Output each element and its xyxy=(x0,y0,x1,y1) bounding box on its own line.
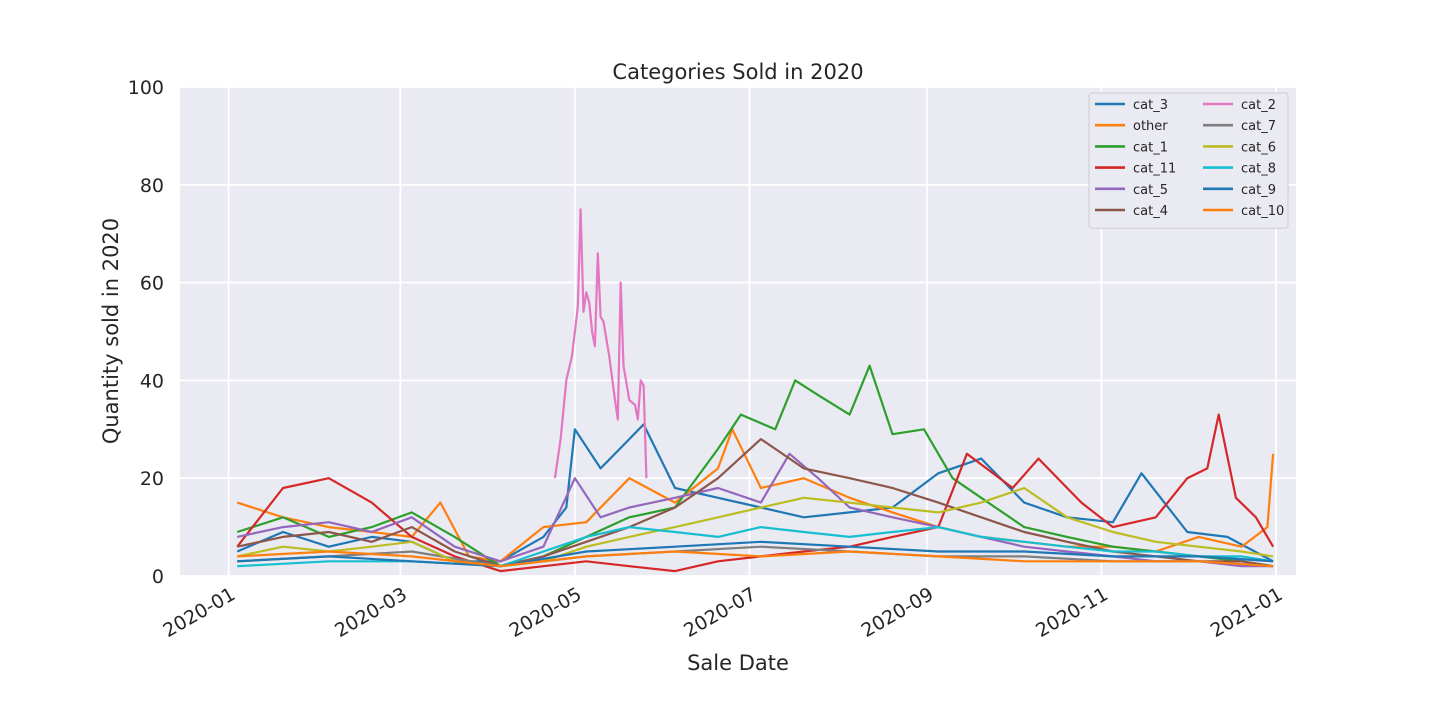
series-layer xyxy=(236,208,1275,573)
y-axis-label: Quantity sold in 2020 xyxy=(99,218,123,444)
legend-label: cat_11 xyxy=(1133,162,1176,177)
y-tick-label: 40 xyxy=(140,370,164,392)
y-tick-label: 0 xyxy=(152,566,164,588)
legend-label: cat_5 xyxy=(1133,183,1168,198)
grid xyxy=(180,86,1296,577)
legend-label: cat_9 xyxy=(1241,183,1276,198)
legend-label: cat_4 xyxy=(1133,204,1168,219)
series-line-cat_1 xyxy=(236,364,1274,568)
legend-label: cat_10 xyxy=(1241,204,1284,219)
legend-label: cat_3 xyxy=(1133,98,1168,113)
legend-label: cat_8 xyxy=(1241,162,1276,177)
series-line-cat_6 xyxy=(236,486,1274,568)
x-axis-label: Sale Date xyxy=(687,651,789,675)
legend-box xyxy=(1088,92,1289,229)
series-line-cat_9 xyxy=(237,540,1274,568)
series-line-cat_10 xyxy=(237,550,1274,568)
legend-label: cat_2 xyxy=(1241,98,1276,113)
y-tick-label: 20 xyxy=(140,468,164,490)
legend-label: other xyxy=(1133,119,1168,134)
y-tick-label: 100 xyxy=(128,77,164,99)
legend-label: cat_1 xyxy=(1133,140,1168,155)
y-tick-label: 80 xyxy=(140,175,164,197)
series-line-cat_2 xyxy=(553,208,648,479)
chart-title: Categories Sold in 2020 xyxy=(612,60,863,84)
y-tick-label: 60 xyxy=(140,273,164,295)
legend-label: cat_6 xyxy=(1241,140,1276,155)
legend-label: cat_7 xyxy=(1241,119,1276,134)
series-line-cat_8 xyxy=(237,525,1274,568)
